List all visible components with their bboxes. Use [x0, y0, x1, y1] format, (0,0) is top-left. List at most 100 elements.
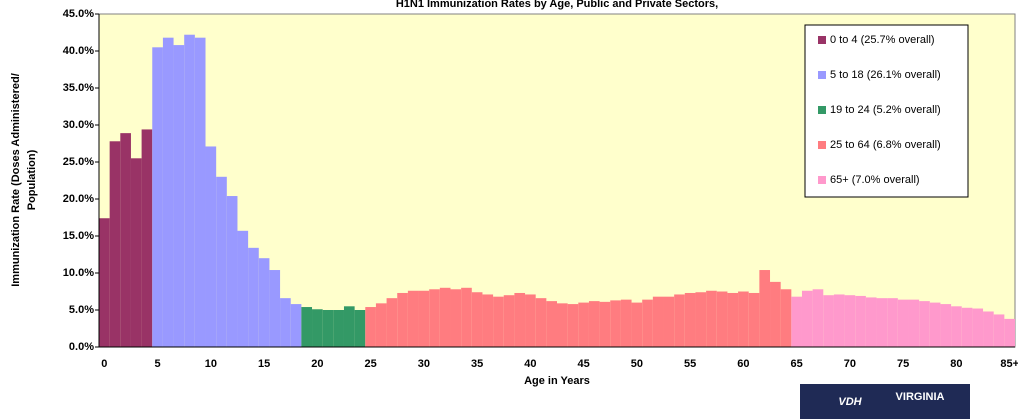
- bar: [887, 298, 898, 347]
- bar: [184, 34, 195, 347]
- bar: [706, 290, 717, 347]
- bar: [652, 296, 664, 347]
- bar: [407, 290, 419, 347]
- y-tick-label: 40.0%: [63, 45, 94, 57]
- bar: [280, 298, 291, 347]
- y-tick-label: 45.0%: [63, 8, 94, 20]
- bar: [855, 295, 866, 347]
- x-tick-label: 40: [524, 358, 536, 370]
- bar: [951, 306, 962, 347]
- logo: VDH: [838, 396, 862, 408]
- bar: [727, 292, 739, 347]
- bar: [365, 307, 376, 347]
- bar: [312, 309, 323, 347]
- bar: [983, 311, 994, 347]
- bar: [375, 303, 387, 347]
- bar: [152, 47, 163, 348]
- bar: [216, 176, 227, 347]
- x-tick-label: 60: [737, 358, 749, 370]
- bar: [961, 307, 973, 347]
- bar: [99, 218, 110, 347]
- bar: [919, 301, 930, 347]
- bar: [876, 298, 888, 347]
- bar: [812, 289, 824, 347]
- logo-sub: VIRGINIA: [896, 391, 945, 403]
- y-tick-label: 0.0%: [69, 341, 94, 353]
- bar: [322, 310, 334, 347]
- bar: [972, 308, 984, 347]
- y-tick-label: 10.0%: [63, 267, 94, 279]
- legend-label: 25 to 64 (6.8% overall): [830, 139, 941, 151]
- bar: [716, 291, 728, 347]
- legend-label: 0 to 4 (25.7% overall): [830, 34, 935, 46]
- bar: [1004, 318, 1015, 347]
- bar: [269, 270, 281, 347]
- legend-swatch: [818, 106, 826, 114]
- y-tick-label: 35.0%: [63, 82, 94, 94]
- bar: [674, 294, 685, 347]
- bar: [620, 299, 632, 347]
- legend-swatch: [818, 36, 826, 44]
- x-tick-label: 85+: [1000, 358, 1018, 370]
- bar: [801, 290, 813, 347]
- x-tick-label: 0: [101, 358, 107, 370]
- bar: [226, 196, 238, 347]
- bar: [248, 247, 259, 347]
- bar: [290, 304, 302, 347]
- bar: [450, 289, 462, 347]
- bar: [578, 302, 589, 347]
- bar: [780, 289, 792, 347]
- bar: [770, 281, 781, 347]
- bar: [461, 287, 472, 347]
- bar: [610, 300, 621, 347]
- bar: [173, 45, 185, 347]
- bar: [493, 296, 504, 347]
- x-tick-label: 20: [311, 358, 323, 370]
- legend-label: 65+ (7.0% overall): [830, 174, 920, 186]
- x-tick-label: 30: [418, 358, 430, 370]
- bar: [258, 258, 270, 347]
- bar: [397, 292, 408, 347]
- bar: [237, 230, 249, 347]
- x-tick-label: 25: [364, 358, 376, 370]
- legend-label: 5 to 18 (26.1% overall): [830, 69, 941, 81]
- bar: [130, 158, 142, 347]
- bar: [663, 296, 675, 347]
- bar: [141, 129, 153, 347]
- bar: [940, 304, 952, 347]
- x-tick-label: 35: [471, 358, 483, 370]
- bar: [695, 292, 707, 347]
- bar: [993, 314, 1005, 347]
- bar: [897, 299, 909, 347]
- y-axis-label: Population): [26, 149, 38, 210]
- bar: [791, 296, 802, 347]
- bar: [525, 294, 536, 347]
- bar: [748, 292, 760, 347]
- x-tick-label: 45: [578, 358, 590, 370]
- bar: [429, 289, 440, 347]
- bar: [343, 306, 355, 347]
- bar: [631, 302, 643, 347]
- bar: [120, 133, 131, 347]
- y-tick-label: 25.0%: [63, 156, 94, 168]
- logo-box: [800, 384, 970, 419]
- bar: [109, 141, 121, 347]
- x-tick-label: 10: [205, 358, 217, 370]
- legend-swatch: [818, 141, 826, 149]
- bar: [759, 270, 771, 347]
- y-tick-label: 30.0%: [63, 119, 94, 131]
- bar: [333, 310, 344, 347]
- x-tick-label: 15: [258, 358, 270, 370]
- bar: [194, 37, 206, 348]
- bar: [929, 302, 941, 347]
- bar: [567, 304, 579, 347]
- bar: [599, 301, 611, 347]
- legend-swatch: [818, 71, 826, 79]
- y-tick-label: 15.0%: [63, 230, 94, 242]
- x-tick-label: 80: [950, 358, 962, 370]
- bar: [642, 299, 653, 347]
- x-tick-label: 70: [844, 358, 856, 370]
- bar: [833, 294, 845, 347]
- bar: [482, 294, 494, 347]
